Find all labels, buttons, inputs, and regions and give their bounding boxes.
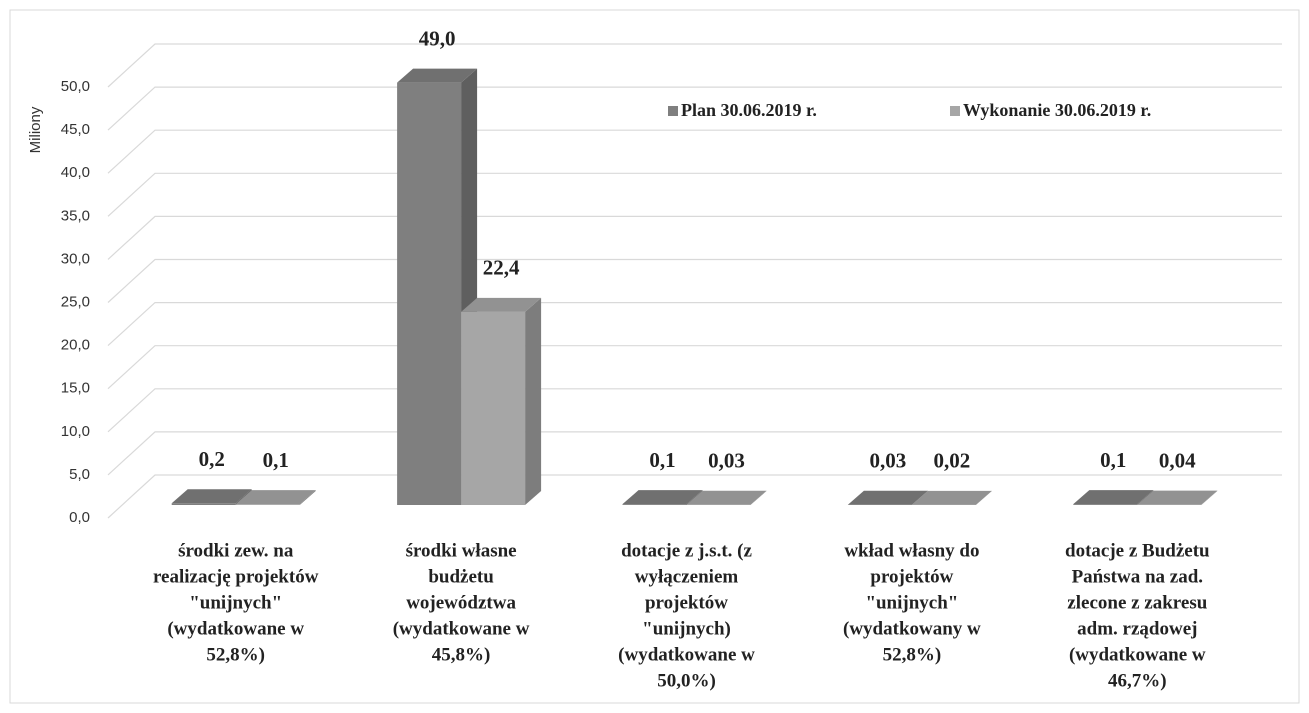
y-tick-label: 45,0 <box>61 121 90 138</box>
grid-line <box>107 215 1282 260</box>
grid-line <box>107 172 1282 217</box>
y-tick-label: 5,0 <box>69 466 90 483</box>
value-label: 0,1 <box>263 448 289 472</box>
value-label: 0,1 <box>649 448 675 472</box>
y-tick-label: 20,0 <box>61 337 90 354</box>
bar-front <box>622 504 687 505</box>
x-tick-label: "unijnych) <box>642 618 731 639</box>
y-tick-label: 35,0 <box>61 207 90 224</box>
y-axis-label: Miliony <box>27 106 44 153</box>
x-tick-label: wkład własny do <box>844 540 979 561</box>
x-tick-label: 52,8%) <box>883 644 942 665</box>
x-tick-label: środki zew. na <box>178 540 294 561</box>
x-tick-label: (wydatkowany w <box>843 618 981 639</box>
x-tick-label: zlecone z zakresu <box>1067 592 1207 613</box>
x-tick-label: województwa <box>406 592 516 613</box>
bar-front <box>461 311 526 505</box>
bar-front <box>397 82 462 506</box>
grid-line <box>107 302 1282 347</box>
bar-front <box>235 504 300 505</box>
chart-border <box>9 9 1300 704</box>
y-tick-label: 40,0 <box>61 164 90 181</box>
y-tick-label: 10,0 <box>61 423 90 440</box>
y-tick-label: 25,0 <box>61 293 90 310</box>
grid-line <box>107 86 1282 131</box>
x-tick-label: 45,8%) <box>432 644 491 665</box>
value-label: 49,0 <box>419 26 456 50</box>
grid-line <box>107 258 1282 303</box>
bar-top <box>171 489 252 504</box>
x-tick-label: realizację projektów <box>153 566 319 587</box>
grid-line <box>107 345 1282 390</box>
bar-front <box>171 503 236 505</box>
value-label: 22,4 <box>483 256 520 280</box>
value-label: 0,1 <box>1100 448 1126 472</box>
legend-label: Wykonanie 30.06.2019 r. <box>963 100 1151 120</box>
y-tick-label: 0,0 <box>69 509 90 526</box>
x-tick-label: budżetu <box>428 566 494 587</box>
value-label: 0,03 <box>708 449 745 473</box>
bar <box>461 297 542 505</box>
x-tick-label: "unijnych" <box>189 592 282 613</box>
y-tick-label: 50,0 <box>61 78 90 95</box>
bar-top <box>622 490 703 505</box>
x-tick-label: projektów <box>870 566 953 587</box>
value-label: 0,02 <box>934 449 971 473</box>
legend-swatch <box>668 106 678 116</box>
bar-side <box>1201 490 1218 505</box>
value-label: 0,03 <box>870 449 907 473</box>
bar <box>397 68 478 506</box>
bar-top <box>686 490 767 505</box>
x-tick-label: 52,8%) <box>206 644 265 665</box>
x-tick-label: (wydatkowane w <box>393 618 530 639</box>
x-tick-label: środki własne <box>406 540 517 561</box>
x-tick-label: dotacje z Budżetu <box>1065 540 1210 561</box>
bar-top <box>847 490 928 505</box>
bar-top <box>1073 490 1154 505</box>
bar-top <box>911 490 992 505</box>
x-tick-label: dotacje z j.s.t. (z <box>621 540 752 561</box>
bar <box>686 490 767 505</box>
y-tick-label: 30,0 <box>61 250 90 267</box>
bar-side <box>525 297 542 505</box>
grid-line <box>107 474 1282 519</box>
bar <box>1137 490 1218 505</box>
bar-top <box>461 297 542 312</box>
bar-top <box>397 68 478 83</box>
x-tick-label: projektów <box>645 592 728 613</box>
x-tick-label: (wydatkowane w <box>1069 644 1206 665</box>
bar-side <box>975 490 992 505</box>
bar <box>1073 490 1154 505</box>
legend-label: Plan 30.06.2019 r. <box>681 100 817 120</box>
grid-line <box>107 388 1282 433</box>
bar-front <box>1073 504 1138 505</box>
grid-line <box>107 43 1282 88</box>
x-tick-label: (wydatkowane w <box>167 618 304 639</box>
value-label: 0,04 <box>1159 448 1196 472</box>
x-tick-label: 50,0%) <box>657 670 716 691</box>
bar-top <box>1137 490 1218 505</box>
x-tick-label: adm. rządowej <box>1077 618 1197 639</box>
bar-side <box>750 490 767 505</box>
legend-swatch <box>950 106 960 116</box>
x-tick-label: wyłączeniem <box>635 566 739 587</box>
bar <box>235 490 316 505</box>
y-tick-label: 15,0 <box>61 380 90 397</box>
bar-top <box>235 490 316 505</box>
x-tick-label: "unijnych" <box>865 592 958 613</box>
x-tick-label: (wydatkowane w <box>618 644 755 665</box>
grid-line <box>107 129 1282 174</box>
bar <box>911 490 992 505</box>
bar-side <box>299 490 316 505</box>
grid-line <box>107 431 1282 476</box>
x-tick-label: 46,7%) <box>1108 670 1167 691</box>
x-tick-label: Państwa na zad. <box>1072 566 1203 587</box>
value-label: 0,2 <box>199 447 225 471</box>
